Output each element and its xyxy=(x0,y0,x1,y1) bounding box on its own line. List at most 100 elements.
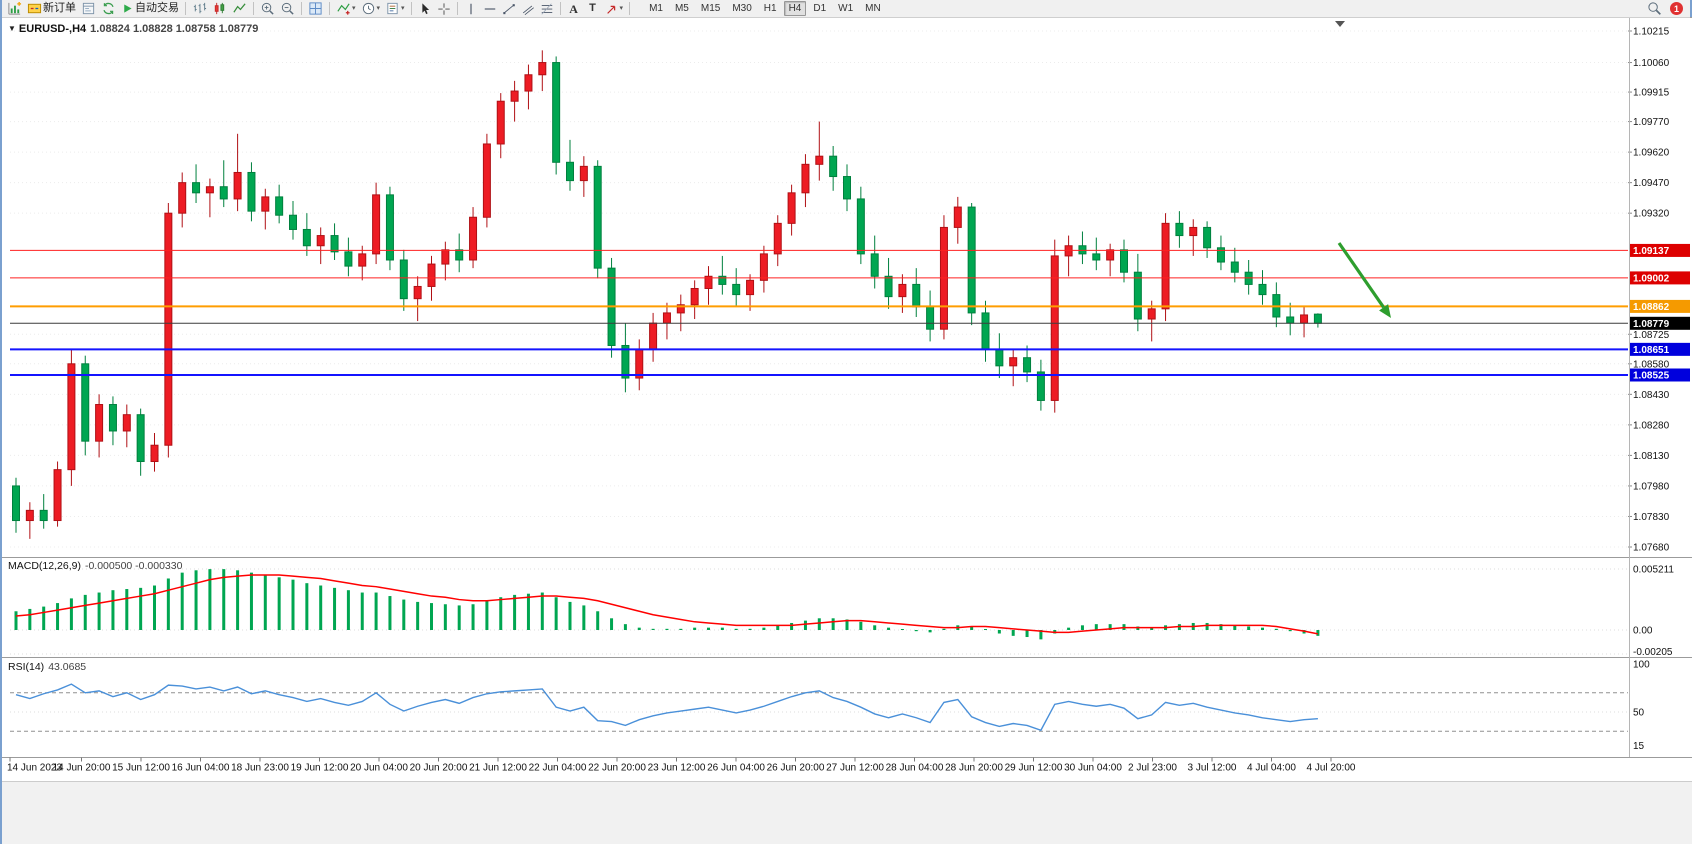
chevron-down-icon: ▾ xyxy=(376,5,381,12)
timeframe-button-mn[interactable]: MN xyxy=(865,3,881,14)
svg-text:18 Jun 23:00: 18 Jun 23:00 xyxy=(231,763,289,774)
line-chart-icon[interactable] xyxy=(230,1,249,17)
toolbar: 新订单 自动交易 xyxy=(2,0,1690,18)
svg-text:1.09002: 1.09002 xyxy=(1633,273,1670,284)
play-icon xyxy=(121,2,134,15)
toolbar-separator xyxy=(629,2,631,15)
horizontal-line-icon[interactable] xyxy=(481,1,499,17)
svg-text:1.08280: 1.08280 xyxy=(1633,420,1670,431)
arrows-tool-icon[interactable]: ▾ xyxy=(603,1,626,17)
svg-text:0.00: 0.00 xyxy=(1633,626,1653,637)
svg-text:4 Jul 20:00: 4 Jul 20:00 xyxy=(1307,763,1356,774)
svg-text:26 Jun 04:00: 26 Jun 04:00 xyxy=(707,763,765,774)
timeframe-button-h4[interactable]: H4 xyxy=(783,1,807,16)
notification-badge[interactable]: 1 xyxy=(1670,2,1683,15)
svg-text:21 Jun 12:00: 21 Jun 12:00 xyxy=(469,763,527,774)
svg-text:29 Jun 12:00: 29 Jun 12:00 xyxy=(1005,763,1063,774)
timeframe-group: M1 M5 M15 M30 H1 H4 D1 W1 MN xyxy=(644,1,886,16)
new-order-icon xyxy=(27,1,42,16)
svg-text:22 Jun 04:00: 22 Jun 04:00 xyxy=(529,763,587,774)
svg-text:1.10060: 1.10060 xyxy=(1633,58,1670,69)
svg-text:14 Jun 2023: 14 Jun 2023 xyxy=(7,763,62,774)
svg-text:2 Jul 23:00: 2 Jul 23:00 xyxy=(1128,763,1177,774)
svg-text:1.09320: 1.09320 xyxy=(1633,209,1670,220)
svg-text:1.08725: 1.08725 xyxy=(1633,330,1670,341)
svg-text:1.09470: 1.09470 xyxy=(1633,178,1670,189)
refresh-icon[interactable] xyxy=(99,1,118,17)
svg-text:1.09137: 1.09137 xyxy=(1633,246,1670,257)
svg-text:50: 50 xyxy=(1633,708,1645,719)
svg-text:1.07980: 1.07980 xyxy=(1633,481,1670,492)
chevron-down-icon: ▾ xyxy=(619,5,624,12)
templates-icon[interactable]: ▾ xyxy=(383,1,407,17)
svg-text:1.09770: 1.09770 xyxy=(1633,117,1670,128)
timeframe-button-h1[interactable]: H1 xyxy=(763,3,777,14)
fibonacci-icon[interactable] xyxy=(538,1,556,17)
trendline-icon[interactable] xyxy=(500,1,518,17)
svg-text:1.08130: 1.08130 xyxy=(1633,451,1670,462)
svg-text:26 Jun 20:00: 26 Jun 20:00 xyxy=(767,763,825,774)
new-order-button[interactable]: 新订单 xyxy=(25,1,78,17)
svg-text:22 Jun 20:00: 22 Jun 20:00 xyxy=(588,763,646,774)
chevron-down-icon: ▾ xyxy=(352,5,356,12)
indicators-icon[interactable]: ▾ xyxy=(334,1,358,17)
svg-text:30 Jun 04:00: 30 Jun 04:00 xyxy=(1064,763,1122,774)
new-chart-icon[interactable] xyxy=(5,1,24,17)
zoom-in-icon[interactable] xyxy=(258,1,277,17)
timeframe-button-m1[interactable]: M1 xyxy=(649,3,663,14)
svg-text:20 Jun 20:00: 20 Jun 20:00 xyxy=(410,763,468,774)
svg-text:16 Jun 04:00: 16 Jun 04:00 xyxy=(172,763,230,774)
chevron-down-icon: ▾ xyxy=(401,5,405,12)
svg-text:28 Jun 20:00: 28 Jun 20:00 xyxy=(945,763,1003,774)
svg-text:27 Jun 12:00: 27 Jun 12:00 xyxy=(826,763,884,774)
cursor-icon[interactable] xyxy=(416,1,434,17)
svg-text:1.08779: 1.08779 xyxy=(1633,319,1670,330)
svg-text:1.07830: 1.07830 xyxy=(1633,512,1670,523)
svg-text:19 Jun 12:00: 19 Jun 12:00 xyxy=(291,763,349,774)
svg-text:20 Jun 04:00: 20 Jun 04:00 xyxy=(350,763,408,774)
svg-text:1.08525: 1.08525 xyxy=(1633,371,1670,382)
svg-text:100: 100 xyxy=(1633,660,1650,671)
svg-text:1.09915: 1.09915 xyxy=(1633,88,1670,99)
toolbar-separator xyxy=(253,2,254,15)
crosshair-icon[interactable] xyxy=(435,1,453,17)
toolbar-separator xyxy=(456,2,458,15)
svg-text:15 Jun 12:00: 15 Jun 12:00 xyxy=(112,763,170,774)
toolbar-separator xyxy=(185,2,186,15)
svg-text:1.09620: 1.09620 xyxy=(1633,148,1670,159)
toolbar-separator xyxy=(410,2,412,15)
svg-text:1.08651: 1.08651 xyxy=(1633,345,1670,356)
svg-text:14 Jun 20:00: 14 Jun 20:00 xyxy=(53,763,111,774)
timeframe-button-w1[interactable]: W1 xyxy=(838,3,854,14)
svg-text:0.005211: 0.005211 xyxy=(1633,565,1674,576)
svg-text:1.10215: 1.10215 xyxy=(1633,27,1670,38)
svg-text:1.08430: 1.08430 xyxy=(1633,390,1670,401)
zoom-out-icon[interactable] xyxy=(278,1,297,17)
toolbar-separator xyxy=(329,2,330,15)
new-order-label: 新订单 xyxy=(43,2,76,14)
channel-icon[interactable] xyxy=(519,1,537,17)
candlestick-chart-icon[interactable] xyxy=(210,1,229,17)
timeframe-button-m15[interactable]: M15 xyxy=(700,3,721,14)
toolbar-separator xyxy=(301,2,302,15)
text-label-icon[interactable]: T xyxy=(589,2,596,14)
svg-text:28 Jun 04:00: 28 Jun 04:00 xyxy=(886,763,944,774)
toolbar-right-group: 1 xyxy=(1645,1,1687,17)
timeframe-button-d1[interactable]: D1 xyxy=(813,3,827,14)
bar-chart-icon[interactable] xyxy=(190,1,209,17)
text-icon[interactable]: A xyxy=(569,1,578,16)
svg-text:23 Jun 12:00: 23 Jun 12:00 xyxy=(648,763,706,774)
market-watch-icon[interactable] xyxy=(79,1,98,17)
timeframe-button-m5[interactable]: M5 xyxy=(674,3,689,14)
toolbar-separator xyxy=(559,2,561,15)
timeframe-button-m30[interactable]: M30 xyxy=(732,3,752,14)
periods-icon[interactable]: ▾ xyxy=(359,1,383,17)
search-icon[interactable] xyxy=(1645,1,1664,17)
svg-text:3 Jul 12:00: 3 Jul 12:00 xyxy=(1188,763,1237,774)
tile-windows-icon[interactable] xyxy=(306,1,325,17)
autotrading-button[interactable]: 自动交易 xyxy=(119,1,181,17)
vertical-line-icon[interactable] xyxy=(462,1,480,17)
svg-text:1.08580: 1.08580 xyxy=(1633,359,1670,370)
svg-text:1.07680: 1.07680 xyxy=(1633,543,1670,554)
